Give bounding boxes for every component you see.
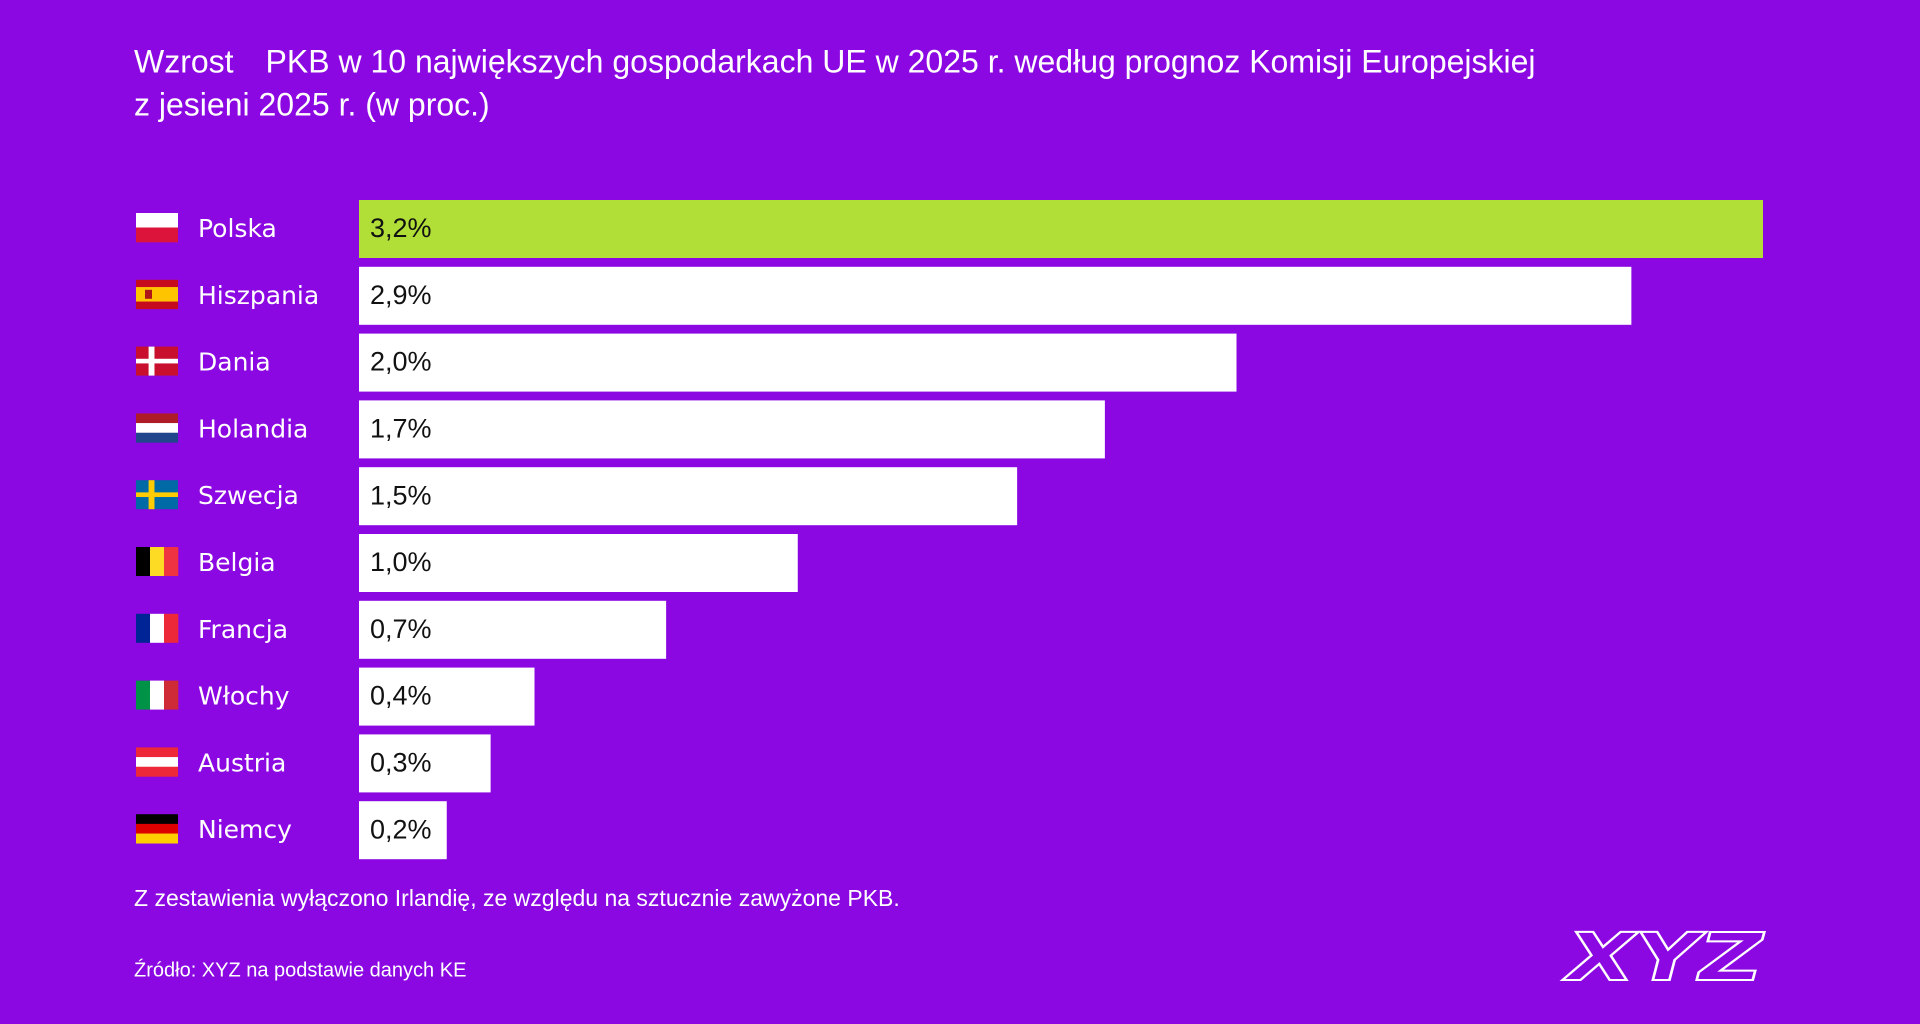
flag-stripe	[136, 413, 178, 424]
flag	[136, 279, 178, 310]
value-label: 2,0%	[370, 347, 432, 377]
flag-stripe	[136, 766, 178, 777]
bar	[359, 734, 491, 793]
category-label: Francja	[198, 615, 288, 644]
bar	[359, 534, 798, 592]
flag-stripe	[136, 423, 178, 434]
category-label: Szwecja	[198, 481, 299, 510]
flag	[136, 346, 178, 376]
bar	[359, 333, 1237, 392]
category-label: Niemcy	[198, 815, 292, 844]
value-label: 1,5%	[370, 480, 432, 510]
chart-title: Wzrost PKB w 10 największych gospodarkac…	[134, 43, 1536, 79]
flag-stripe	[136, 227, 178, 243]
note: Z zestawienia wyłączono Irlandię, ze wzg…	[134, 885, 900, 911]
category-label: Hiszpania	[198, 281, 319, 310]
flag-stripe	[164, 680, 179, 710]
logo: XYZ	[1562, 919, 1765, 996]
flag-stripe	[136, 613, 151, 643]
flag-stripe	[136, 287, 178, 295]
flag-stripe	[136, 757, 178, 768]
flag	[136, 680, 179, 710]
flag-cross	[136, 492, 178, 498]
bar	[359, 266, 1632, 325]
flag-stripe	[136, 279, 178, 288]
flag	[136, 547, 179, 576]
bar	[359, 200, 1763, 258]
category-label: Holandia	[198, 414, 308, 443]
flag-cross	[136, 358, 178, 364]
source: Źródło: XYZ na podstawie danych KE	[134, 958, 466, 981]
category-label: Belgia	[198, 548, 276, 577]
flag	[136, 213, 178, 243]
value-label: 1,0%	[370, 547, 432, 577]
flag	[136, 747, 178, 777]
bar	[359, 667, 535, 726]
flag-stripe	[136, 301, 178, 310]
flag-stripe	[150, 547, 165, 576]
flag-stripe	[136, 814, 178, 825]
flag-emblem	[145, 289, 152, 299]
flag-stripe	[136, 547, 151, 576]
flag	[136, 814, 178, 844]
value-label: 0,2%	[370, 814, 432, 844]
chart-title: z jesieni 2025 r. (w proc.)	[134, 86, 490, 122]
bar	[359, 467, 1018, 526]
flag-stripe	[150, 613, 165, 643]
value-label: 0,7%	[370, 614, 432, 644]
flag	[136, 480, 178, 510]
value-label: 0,3%	[370, 748, 432, 778]
category-label: Austria	[198, 748, 286, 777]
value-label: 1,7%	[370, 414, 432, 444]
bar	[359, 600, 667, 659]
flag-stripe	[136, 680, 151, 710]
flag-stripe	[164, 613, 179, 643]
value-label: 3,2%	[370, 213, 432, 243]
flag-stripe	[136, 747, 178, 758]
category-label: Dania	[198, 348, 271, 377]
value-label: 0,4%	[370, 681, 432, 711]
flag-stripe	[136, 823, 178, 834]
flag	[136, 613, 179, 643]
flag-stripe	[136, 213, 178, 228]
flag-stripe	[150, 680, 165, 710]
category-label: Polska	[198, 214, 277, 243]
bar	[359, 400, 1105, 459]
flag-stripe	[136, 294, 178, 302]
bar	[359, 801, 447, 860]
flag-stripe	[136, 432, 178, 443]
value-label: 2,9%	[370, 280, 432, 310]
category-label: Włochy	[198, 682, 290, 711]
flag-stripe	[136, 833, 178, 844]
flag-stripe	[164, 547, 179, 576]
flag	[136, 413, 178, 443]
